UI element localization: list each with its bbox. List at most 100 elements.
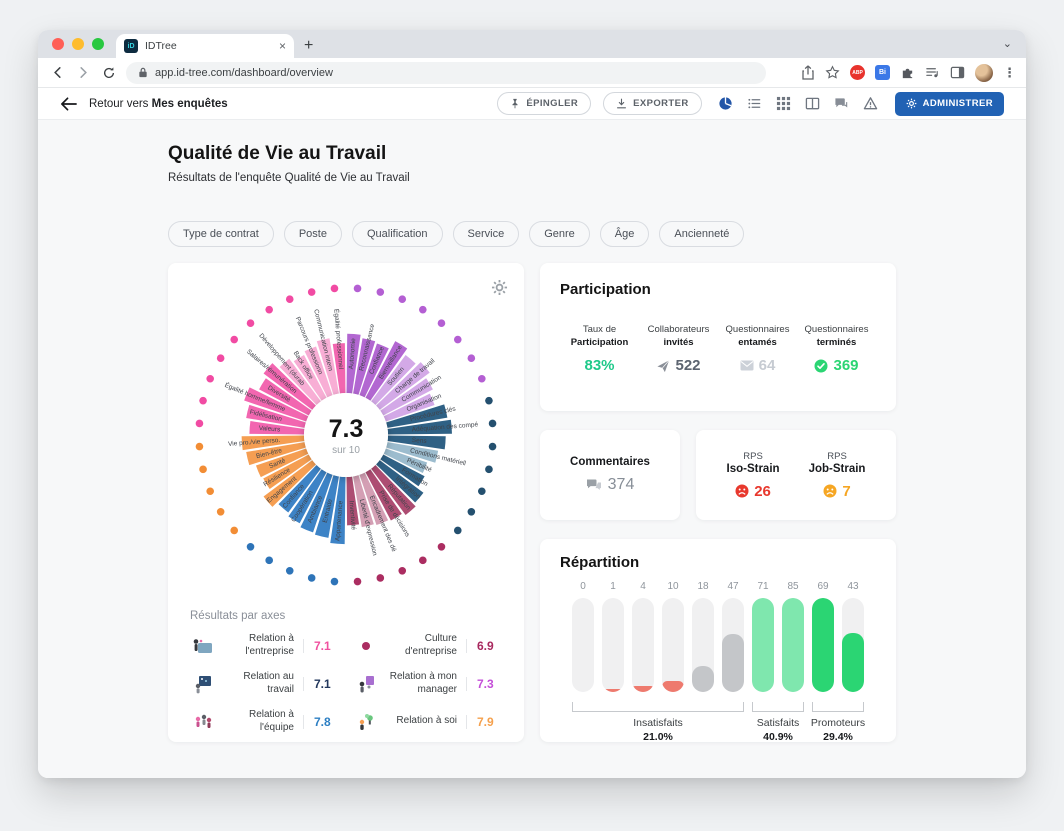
toolbar-extensions: ABP Bi ⋮ [801, 63, 1016, 82]
url-text: app.id-tree.com/dashboard/overview [155, 66, 333, 79]
theme-dot [485, 396, 493, 405]
adblock-extension-icon[interactable]: ABP [850, 65, 865, 80]
filter-chip[interactable]: Qualification [351, 221, 443, 247]
columns-view-icon[interactable] [805, 96, 821, 112]
radial-wedge[interactable] [365, 341, 408, 401]
window-controls[interactable] [38, 30, 116, 58]
check-circle-icon [814, 359, 828, 372]
pie-chart-view-icon[interactable] [718, 96, 734, 112]
radial-wedge[interactable] [380, 454, 425, 487]
grid-view-icon[interactable] [776, 96, 792, 112]
radial-wedge[interactable] [376, 460, 424, 503]
browser-menu-icon[interactable]: ⋮ [1003, 64, 1016, 80]
radial-wedge[interactable] [246, 404, 306, 428]
radial-wedge[interactable] [259, 378, 312, 416]
list-view-icon[interactable] [747, 96, 763, 112]
participation-stat: Questionnaires terminés 369 [797, 324, 876, 374]
theme-dot [230, 335, 239, 344]
radial-wedge[interactable] [244, 387, 309, 422]
forward-icon[interactable] [74, 64, 92, 82]
radial-wedge[interactable] [386, 442, 439, 463]
radial-wedge[interactable] [263, 460, 316, 507]
radial-wedge[interactable] [241, 435, 305, 451]
radial-wedge[interactable] [376, 362, 430, 410]
filter-chip[interactable]: Genre [529, 221, 590, 247]
bookmark-star-icon[interactable] [825, 65, 840, 80]
filter-chip[interactable]: Service [452, 221, 520, 247]
filter-chip[interactable]: Ancienneté [659, 221, 745, 247]
distribution-bar-fill [842, 633, 864, 692]
distribution-bar-fill [632, 686, 654, 692]
comments-icon [586, 479, 601, 490]
radial-wedge[interactable] [246, 442, 306, 466]
radial-wedge[interactable] [263, 454, 312, 490]
radial-wedge[interactable] [386, 404, 448, 428]
back-arrow-icon[interactable] [60, 96, 77, 111]
radial-wedge[interactable] [371, 355, 416, 405]
back-icon[interactable] [48, 64, 66, 82]
radial-wedge[interactable] [387, 419, 452, 435]
radial-wedge[interactable] [371, 465, 416, 515]
administer-button[interactable]: ADMINISTRER [894, 91, 1004, 116]
theme-dot [419, 556, 427, 565]
radial-wedge[interactable] [255, 448, 309, 478]
reload-icon[interactable] [100, 64, 118, 82]
sad-face-icon [823, 484, 837, 498]
new-tab-button[interactable]: + [304, 37, 314, 54]
share-icon[interactable] [801, 65, 815, 80]
stat-label-line2: invités [663, 337, 694, 348]
radial-wedge[interactable] [380, 378, 433, 416]
radial-wedge[interactable] [359, 472, 389, 526]
radial-wedge[interactable] [314, 475, 339, 538]
radial-wedge[interactable] [300, 472, 333, 533]
sidebar-icon[interactable] [950, 65, 965, 80]
radial-wedge[interactable] [304, 346, 333, 398]
radial-chart[interactable]: Autonomie Reconnaissance Confiance Bienveil… [168, 263, 524, 608]
export-button[interactable]: EXPORTER [603, 92, 702, 115]
radial-wedge[interactable] [332, 343, 346, 394]
participation-stat: Taux de Participation 83% [560, 324, 639, 374]
radial-wedge[interactable] [387, 435, 446, 450]
playlist-icon[interactable] [925, 65, 940, 80]
blue-extension-icon[interactable]: Bi [875, 65, 890, 80]
radial-wedge[interactable] [383, 448, 428, 473]
radial-wedge[interactable] [316, 338, 339, 395]
radial-wedge[interactable] [359, 343, 389, 398]
tab-close-icon[interactable]: × [278, 39, 286, 53]
radial-wedge[interactable] [263, 363, 316, 410]
comments-value: 374 [607, 476, 635, 493]
radial-wedge[interactable] [330, 476, 346, 545]
filter-chip[interactable]: Âge [599, 221, 650, 247]
participation-stat: Questionnaires entamés 64 [718, 324, 797, 374]
filter-chip[interactable]: Poste [283, 221, 342, 247]
radial-wedge[interactable] [346, 476, 360, 526]
filter-chip[interactable]: Type de contrat [168, 221, 274, 247]
url-bar[interactable]: app.id-tree.com/dashboard/overview [126, 61, 766, 84]
radial-wedge[interactable] [288, 469, 327, 524]
browser-tab[interactable]: iD IDTree × [116, 34, 294, 58]
radial-wedge[interactable] [365, 469, 402, 521]
maximize-window-button[interactable] [92, 38, 104, 50]
radial-wedge[interactable] [383, 393, 435, 422]
breadcrumb[interactable]: Retour vers Mes enquêtes [89, 98, 228, 110]
radial-wedge[interactable] [346, 333, 361, 394]
radial-wedge[interactable] [278, 465, 321, 513]
comments-view-icon[interactable] [834, 96, 850, 112]
warning-icon[interactable] [863, 96, 879, 112]
radial-wedge[interactable] [279, 358, 321, 405]
close-window-button[interactable] [52, 38, 64, 50]
pin-button[interactable]: ÉPINGLER [497, 92, 592, 115]
radial-wedge[interactable] [353, 338, 376, 395]
radial-wedge[interactable] [293, 355, 327, 401]
chevron-down-icon[interactable]: ⌄ [1002, 38, 1012, 50]
stat-value: 64 [718, 357, 797, 374]
group-bracket [752, 702, 804, 712]
radial-wedge[interactable] [249, 421, 305, 435]
profile-avatar[interactable] [975, 63, 993, 82]
theme-label: Vie pro./vie perso. [228, 437, 281, 448]
chart-settings-gear-icon[interactable] [491, 279, 508, 296]
minimize-window-button[interactable] [72, 38, 84, 50]
page-title: Qualité de Vie au Travail [168, 143, 387, 164]
radial-wedge[interactable] [353, 475, 374, 528]
puzzle-extension-icon[interactable] [900, 65, 915, 80]
